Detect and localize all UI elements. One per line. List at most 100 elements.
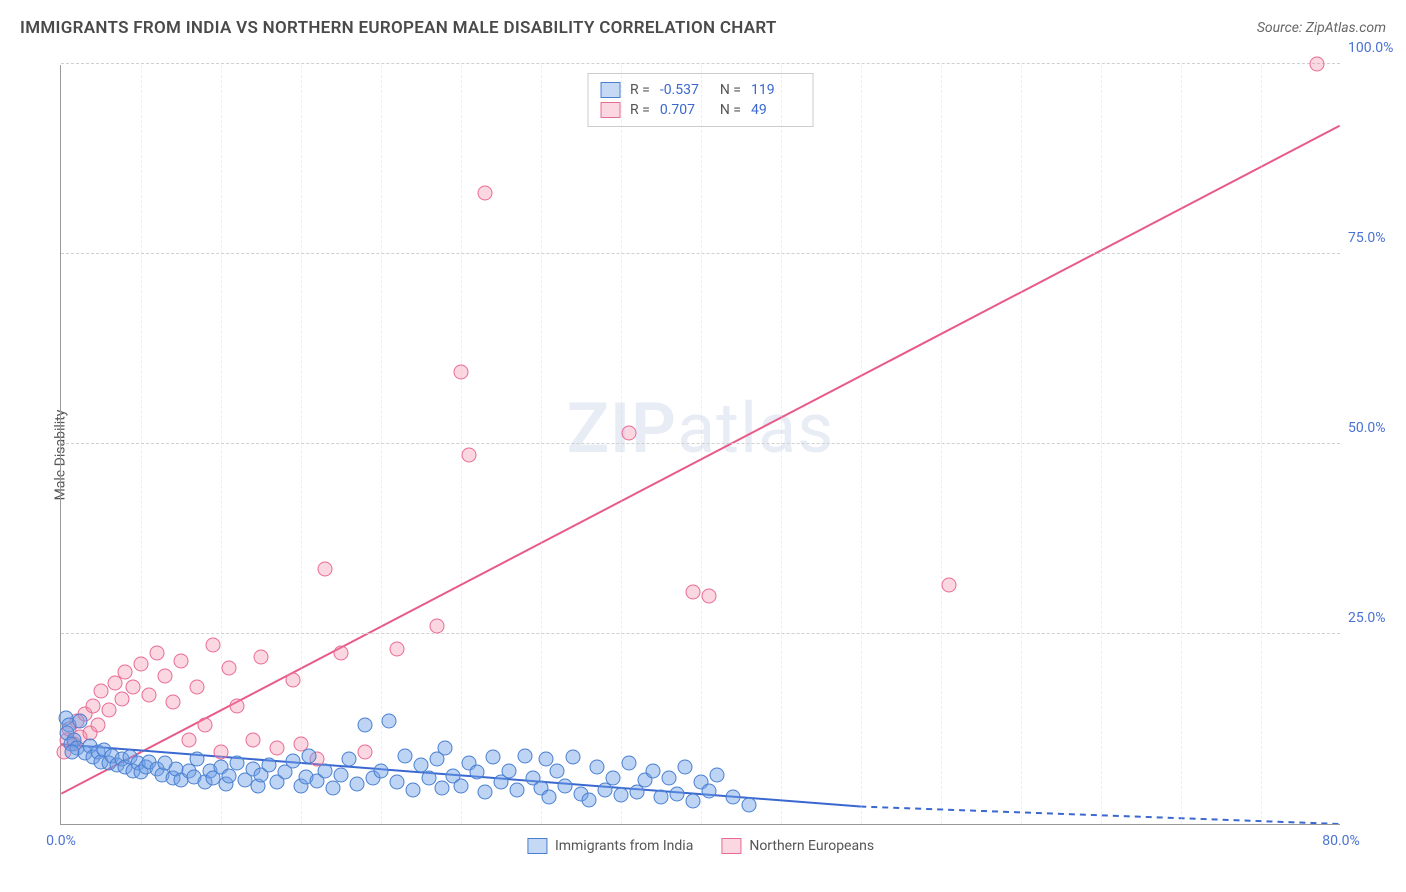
data-point-blue: [542, 790, 557, 805]
data-point-pink: [94, 684, 109, 699]
data-point-pink: [114, 691, 129, 706]
n-label: N =: [720, 82, 741, 98]
data-point-blue: [286, 753, 301, 768]
legend-item: Immigrants from India: [527, 838, 693, 854]
data-point-blue: [510, 782, 525, 797]
x-tick-label: 80.0%: [1322, 833, 1360, 849]
data-point-pink: [166, 695, 181, 710]
gridline-v: [461, 65, 462, 824]
data-point-blue: [726, 790, 741, 805]
r-label: R =: [630, 82, 650, 98]
data-point-blue: [390, 775, 405, 790]
data-point-blue: [590, 760, 605, 775]
data-point-blue: [73, 714, 88, 729]
data-point-pink: [118, 665, 133, 680]
data-point-pink: [430, 619, 445, 634]
gridline-v: [301, 65, 302, 824]
data-point-blue: [318, 763, 333, 778]
gridline-h: [61, 63, 1340, 64]
data-point-blue: [262, 757, 277, 772]
data-point-blue: [678, 760, 693, 775]
data-point-blue: [558, 779, 573, 794]
data-point-pink: [254, 649, 269, 664]
data-point-pink: [158, 668, 173, 683]
data-point-blue: [518, 748, 533, 763]
source-link[interactable]: ZipAtlas.com: [1306, 20, 1386, 36]
data-point-pink: [142, 687, 157, 702]
legend-label: Immigrants from India: [555, 838, 693, 854]
y-tick-label: 25.0%: [1348, 610, 1400, 626]
legend-label: Northern Europeans: [749, 838, 874, 854]
n-value: 119: [751, 82, 801, 98]
data-point-blue: [646, 763, 661, 778]
data-point-blue: [654, 790, 669, 805]
data-point-blue: [606, 771, 621, 786]
r-value: -0.537: [660, 82, 710, 98]
data-point-pink: [1310, 57, 1325, 72]
data-point-blue: [414, 757, 429, 772]
data-point-blue: [406, 782, 421, 797]
data-point-blue: [302, 748, 317, 763]
data-point-pink: [702, 589, 717, 604]
data-point-blue: [374, 763, 389, 778]
data-point-blue: [566, 750, 581, 765]
legend-swatch: [527, 838, 547, 854]
data-point-pink: [334, 646, 349, 661]
data-point-pink: [198, 718, 213, 733]
x-tick-label: 0.0%: [46, 833, 76, 849]
data-point-blue: [334, 767, 349, 782]
gridline-v: [381, 65, 382, 824]
data-point-blue: [670, 786, 685, 801]
legend-swatch: [600, 102, 620, 118]
gridline-v: [221, 65, 222, 824]
data-point-pink: [622, 425, 637, 440]
data-point-blue: [350, 777, 365, 792]
data-point-blue: [662, 771, 677, 786]
data-point-pink: [454, 364, 469, 379]
data-point-pink: [190, 680, 205, 695]
data-point-blue: [190, 752, 205, 767]
data-point-blue: [470, 765, 485, 780]
data-point-blue: [434, 780, 449, 795]
legend-swatch: [600, 82, 620, 98]
data-point-pink: [358, 744, 373, 759]
gridline-v: [861, 65, 862, 824]
data-point-pink: [270, 741, 285, 756]
data-point-pink: [478, 186, 493, 201]
y-tick-label: 100.0%: [1348, 40, 1400, 56]
data-point-blue: [358, 718, 373, 733]
data-point-pink: [206, 638, 221, 653]
data-point-blue: [326, 780, 341, 795]
gridline-v: [1101, 65, 1102, 824]
data-point-blue: [742, 798, 757, 813]
data-point-pink: [102, 703, 117, 718]
data-point-blue: [550, 763, 565, 778]
n-value: 49: [751, 102, 801, 118]
data-point-pink: [462, 448, 477, 463]
gridline-v: [541, 65, 542, 824]
data-point-blue: [478, 785, 493, 800]
gridline-v: [141, 65, 142, 824]
chart-container: Male Disability ZIPatlas R =-0.537N =119…: [20, 55, 1386, 855]
legend-item: Northern Europeans: [721, 838, 874, 854]
n-label: N =: [720, 102, 741, 118]
data-point-blue: [486, 750, 501, 765]
data-point-pink: [686, 585, 701, 600]
data-point-pink: [942, 577, 957, 592]
r-label: R =: [630, 102, 650, 118]
series-legend: Immigrants from India Northern Europeans: [527, 838, 874, 854]
data-point-blue: [342, 752, 357, 767]
data-point-pink: [318, 562, 333, 577]
r-value: 0.707: [660, 102, 710, 118]
data-point-blue: [454, 779, 469, 794]
legend-swatch: [721, 838, 741, 854]
data-point-blue: [582, 792, 597, 807]
data-point-blue: [614, 788, 629, 803]
data-point-blue: [710, 767, 725, 782]
y-tick-label: 75.0%: [1348, 230, 1400, 246]
gridline-v: [1021, 65, 1022, 824]
data-point-blue: [230, 756, 245, 771]
data-point-blue: [622, 756, 637, 771]
plot-area: ZIPatlas R =-0.537N =119R =0.707N =49 Im…: [60, 65, 1340, 825]
data-point-blue: [222, 769, 237, 784]
